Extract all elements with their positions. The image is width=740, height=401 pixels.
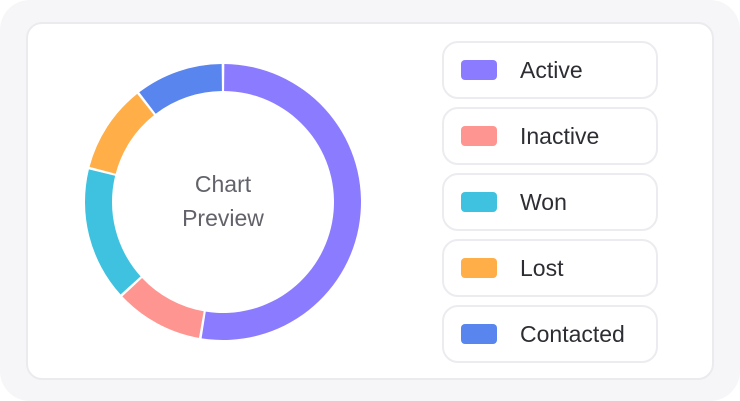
legend-item-won[interactable]: Won [442,173,658,231]
legend-label-contacted: Contacted [520,321,625,347]
donut-slice-active[interactable] [201,64,362,341]
legend-swatch-active [461,60,497,80]
legend-label-active: Active [520,57,583,83]
donut-slice-won[interactable] [84,169,141,295]
legend-label-inactive: Inactive [520,123,600,149]
donut-slice-inactive[interactable] [122,277,204,338]
legend-label-lost: Lost [520,255,564,281]
donut-chart-svg: Chart Preview [84,64,362,341]
legend-item-contacted[interactable]: Contacted [442,305,658,363]
donut-slices [84,64,362,341]
chart-center-label-line2: Preview [182,205,264,231]
legend-item-inactive[interactable]: Inactive [442,107,658,165]
donut-chart: Chart Preview [83,62,363,342]
legend-swatch-inactive [461,126,497,146]
legend-swatch-won [461,192,497,212]
chart-card: Chart Preview Active Inactive Won Lost [26,22,714,380]
legend-item-lost[interactable]: Lost [442,239,658,297]
legend-item-active[interactable]: Active [442,41,658,99]
donut-slice-lost[interactable] [89,93,154,174]
legend-label-won: Won [520,189,567,215]
legend-swatch-lost [461,258,497,278]
donut-slice-contacted[interactable] [139,64,222,114]
legend-swatch-contacted [461,324,497,344]
chart-center-label-line1: Chart [195,171,252,197]
chart-legend: Active Inactive Won Lost Contacted [442,41,658,371]
